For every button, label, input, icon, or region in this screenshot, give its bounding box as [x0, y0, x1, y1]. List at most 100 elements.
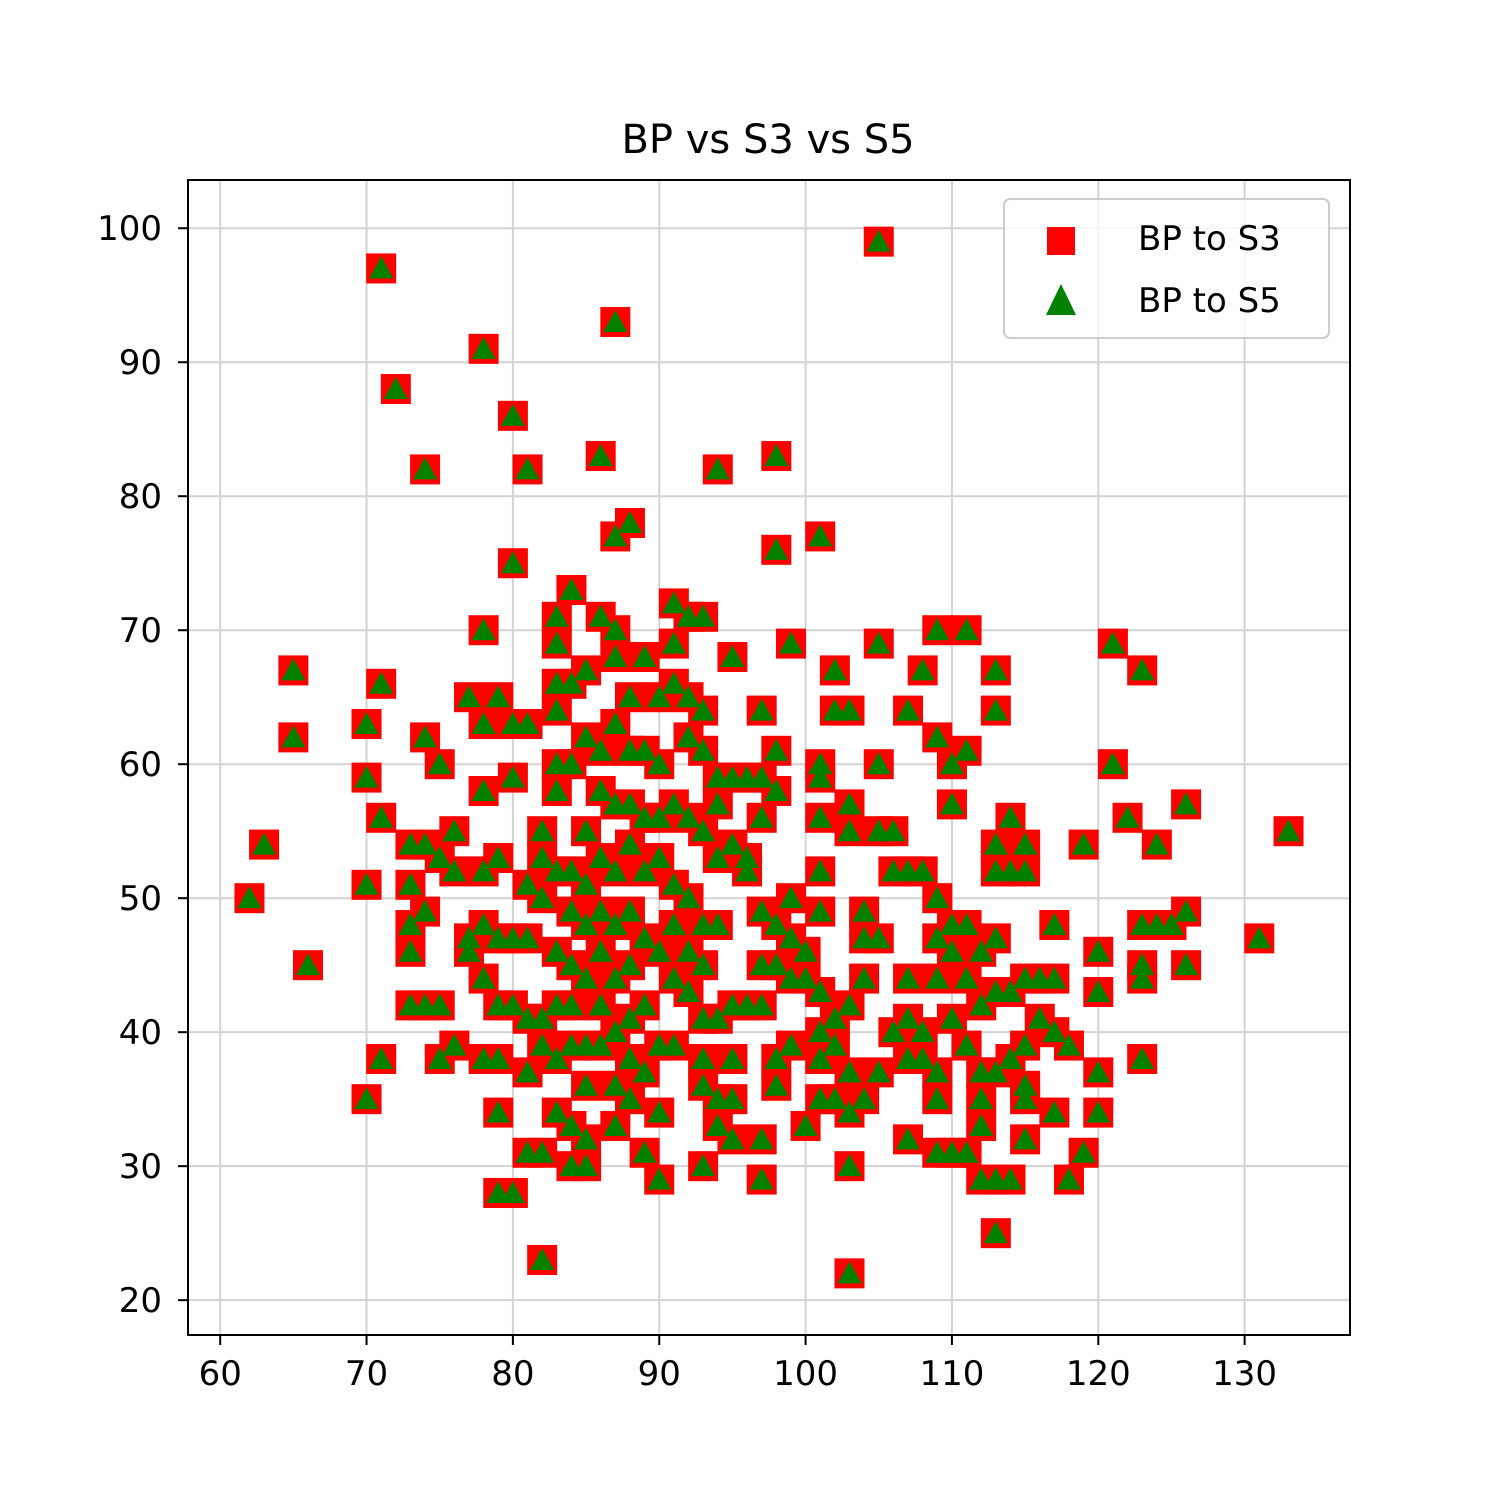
- triangle-point: [588, 939, 613, 962]
- triangle-point: [471, 778, 496, 801]
- triangle-point: [632, 859, 657, 882]
- triangle-point: [354, 765, 379, 788]
- triangle-point: [603, 912, 628, 935]
- triangle-point: [676, 685, 701, 708]
- triangle-point: [281, 658, 306, 681]
- triangle-point: [574, 872, 599, 895]
- triangle-point: [881, 1020, 906, 1043]
- triangle-point: [735, 845, 760, 868]
- triangle-point: [456, 939, 481, 962]
- triangle-point: [1013, 1087, 1038, 1110]
- triangle-point: [896, 1127, 921, 1150]
- triangle-point: [603, 1073, 628, 1096]
- triangle-point: [588, 899, 613, 922]
- triangle-point: [617, 832, 642, 855]
- x-tick-label: 120: [1066, 1354, 1131, 1394]
- legend-square-marker: [1047, 227, 1075, 255]
- triangle-point: [808, 524, 833, 547]
- triangle-point: [998, 805, 1023, 828]
- triangle-point: [647, 1100, 672, 1123]
- triangle-point: [296, 953, 321, 976]
- triangle-point: [1086, 1100, 1111, 1123]
- triangle-point: [778, 1033, 803, 1056]
- triangle-point: [808, 1020, 833, 1043]
- triangle-point: [778, 926, 803, 949]
- triangle-point: [515, 712, 540, 735]
- x-tick-label: 110: [919, 1354, 984, 1394]
- triangle-point: [486, 845, 511, 868]
- triangle-point: [530, 819, 555, 842]
- triangle-point: [237, 886, 262, 909]
- triangle-point: [559, 752, 584, 775]
- x-tick-label: 60: [199, 1354, 242, 1394]
- triangle-point: [632, 1140, 657, 1163]
- triangle-point: [559, 671, 584, 694]
- triangle-point: [808, 859, 833, 882]
- triangle-point: [939, 1006, 964, 1029]
- triangle-point: [749, 765, 774, 788]
- triangle-point: [691, 604, 716, 627]
- triangle-point: [588, 778, 613, 801]
- triangle-point: [705, 792, 730, 815]
- triangle-point: [661, 872, 686, 895]
- triangle-point: [837, 1261, 862, 1284]
- triangle-point: [793, 1113, 818, 1136]
- triangle-point: [764, 953, 789, 976]
- triangle-point: [1071, 1140, 1096, 1163]
- triangle-point: [676, 939, 701, 962]
- triangle-point: [808, 752, 833, 775]
- triangle-point: [471, 966, 496, 989]
- triangle-point: [1042, 1100, 1067, 1123]
- triangle-point: [764, 1046, 789, 1069]
- x-tick-label: 70: [345, 1354, 388, 1394]
- triangle-point: [925, 886, 950, 909]
- triangle-point: [691, 1046, 716, 1069]
- triangle-point: [764, 537, 789, 560]
- triangle-point: [252, 832, 277, 855]
- triangle-point: [676, 725, 701, 748]
- triangle-point: [1013, 832, 1038, 855]
- triangle-point: [413, 899, 438, 922]
- triangle-point: [998, 1046, 1023, 1069]
- triangle-point: [632, 738, 657, 761]
- triangle-point: [574, 912, 599, 935]
- triangle-point: [705, 912, 730, 935]
- x-tick-label: 130: [1212, 1354, 1277, 1394]
- triangle-point: [1276, 819, 1301, 842]
- triangle-point: [925, 926, 950, 949]
- triangle-point: [852, 966, 877, 989]
- triangle-point: [749, 993, 774, 1016]
- x-tick-label: 90: [638, 1354, 681, 1394]
- triangle-point: [617, 899, 642, 922]
- triangle-point: [544, 631, 569, 654]
- triangle-point: [983, 832, 1008, 855]
- triangle-point: [603, 645, 628, 668]
- triangle-point: [954, 1033, 979, 1056]
- triangle-point: [1159, 912, 1184, 935]
- triangle-point: [471, 712, 496, 735]
- triangle-point: [383, 377, 408, 400]
- y-tick-label: 60: [119, 745, 162, 785]
- data-points: [234, 226, 1304, 1289]
- triangle-point: [588, 738, 613, 761]
- triangle-point: [647, 845, 672, 868]
- triangle-point: [793, 939, 818, 962]
- triangle-point: [574, 819, 599, 842]
- triangle-point: [837, 1060, 862, 1083]
- triangle-point: [1174, 953, 1199, 976]
- triangle-point: [603, 524, 628, 547]
- triangle-point: [661, 671, 686, 694]
- triangle-point: [866, 631, 891, 654]
- triangle-point: [647, 1167, 672, 1190]
- triangle-point: [691, 1073, 716, 1096]
- triangle-point: [691, 1154, 716, 1177]
- triangle-point: [413, 457, 438, 480]
- triangle-point: [588, 1033, 613, 1056]
- triangle-point: [574, 966, 599, 989]
- triangle-point: [808, 979, 833, 1002]
- triangle-point: [500, 403, 525, 426]
- triangle-point: [354, 1087, 379, 1110]
- triangle-point: [1100, 752, 1125, 775]
- triangle-point: [822, 1087, 847, 1110]
